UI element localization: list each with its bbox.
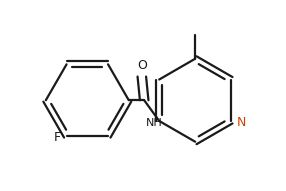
Text: O: O bbox=[137, 59, 147, 72]
Text: NH: NH bbox=[146, 118, 162, 128]
Text: F: F bbox=[53, 131, 61, 144]
Text: N: N bbox=[236, 116, 246, 129]
